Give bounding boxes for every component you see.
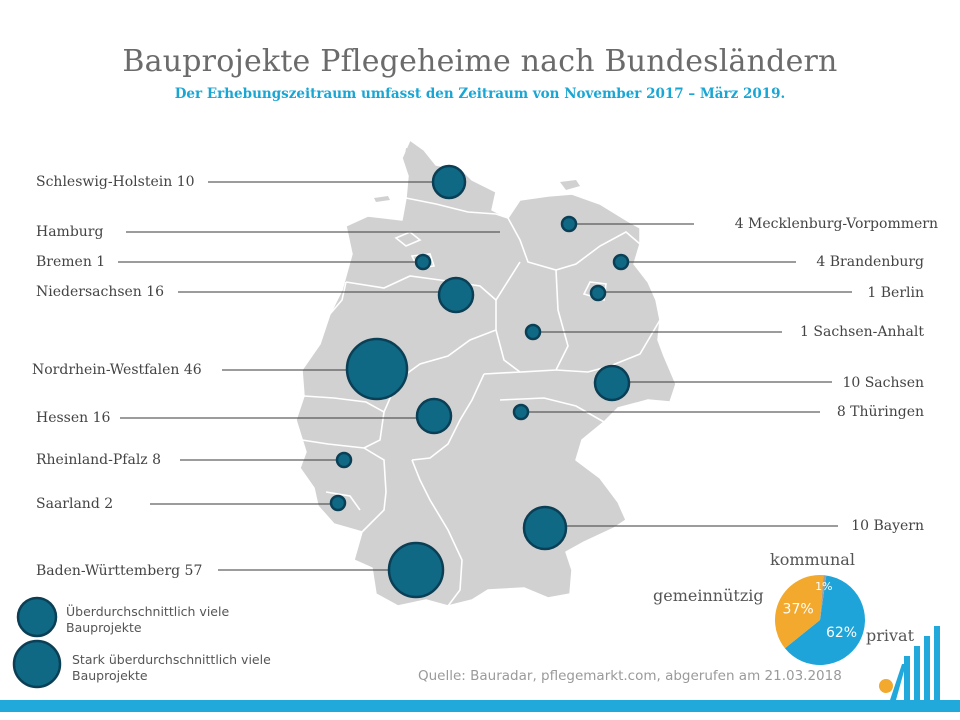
legend-bubble-xlarge [12, 639, 62, 689]
bubble-rheinland-pfalz [335, 451, 353, 469]
page-subtitle: Der Erhebungszeitraum umfasst den Zeitra… [174, 86, 786, 102]
page-title: Bauprojekte Pflegeheime nach Bundeslände… [122, 44, 838, 79]
pie-value-kommunal: 1% [815, 580, 832, 593]
legend-bubble-large [16, 596, 58, 638]
bubble-brandenburg [612, 253, 630, 271]
legend-text-strongly-above-average: Stark überdurchschnittlich viele Bauproj… [72, 652, 271, 683]
label-rheinland-pfalz: Rheinland-Pfalz 8 [36, 452, 162, 468]
bubble-saarland [329, 494, 347, 512]
pie-slice-gemeinntzig [775, 575, 824, 649]
label-hessen: Hessen 16 [36, 410, 111, 426]
label-baden-wuerttemberg: Baden-Württemberg 57 [36, 563, 203, 579]
bubble-schleswig-holstein [431, 164, 467, 200]
pie-label-gemeinnuetzig: gemeinnützig [653, 586, 764, 605]
bubbles [329, 164, 631, 599]
label-sachsen: 10 Sachsen [842, 375, 924, 391]
bubble-niedersachsen [437, 276, 475, 314]
label-brandenburg: 4 Brandenburg [816, 254, 924, 270]
pie-slice-kommunal [820, 575, 827, 620]
germany-land [295, 139, 677, 607]
bubble-thueringen [512, 403, 530, 421]
label-hamburg: Hamburg [36, 224, 104, 240]
label-nordrhein-westfalen: Nordrhein-Westfalen 46 [32, 362, 202, 378]
label-mecklenburg-vorpommern: 4 Mecklenburg-Vorpommern [734, 216, 938, 232]
pie-slice-privat [784, 575, 866, 665]
label-niedersachsen: Niedersachsen 16 [36, 284, 165, 300]
pie-value-gemeinntzig: 37% [783, 601, 814, 617]
bubble-bremen [414, 253, 432, 271]
pie-label-kommunal: kommunal [770, 550, 855, 569]
label-berlin: 1 Berlin [867, 285, 924, 301]
source-note: Quelle: Bauradar, pflegemarkt.com, abger… [418, 668, 842, 684]
bubble-nordrhein-westfalen [345, 337, 409, 401]
bubble-hessen [415, 397, 453, 435]
bubble-berlin [589, 284, 607, 302]
legend-text-above-average: Überdurchschnittlich viele Bauprojekte [66, 604, 230, 635]
pie-chart: 62% 37%1% [775, 575, 866, 665]
pie-value-privat: 62% [826, 625, 857, 641]
bottom-accent-bar [0, 700, 900, 712]
bubble-sachsen-anhalt [524, 323, 542, 341]
label-schleswig-holstein: Schleswig-Holstein 10 [36, 174, 195, 190]
label-thueringen: 8 Thüringen [836, 404, 924, 420]
label-sachsen-anhalt: 1 Sachsen-Anhalt [800, 324, 924, 340]
bubble-bayern [522, 505, 568, 551]
leader-lines [118, 181, 852, 571]
bubble-mecklenburg-vorpommern [560, 215, 578, 233]
label-bremen: Bremen 1 [36, 254, 106, 270]
bubble-baden-wuerttemberg [387, 541, 445, 599]
pie-label-privat: privat [866, 626, 915, 645]
label-saarland: Saarland 2 [36, 496, 114, 512]
brand-logo [879, 626, 960, 712]
bubble-sachsen [593, 364, 631, 402]
label-bayern: 10 Bayern [851, 518, 924, 534]
